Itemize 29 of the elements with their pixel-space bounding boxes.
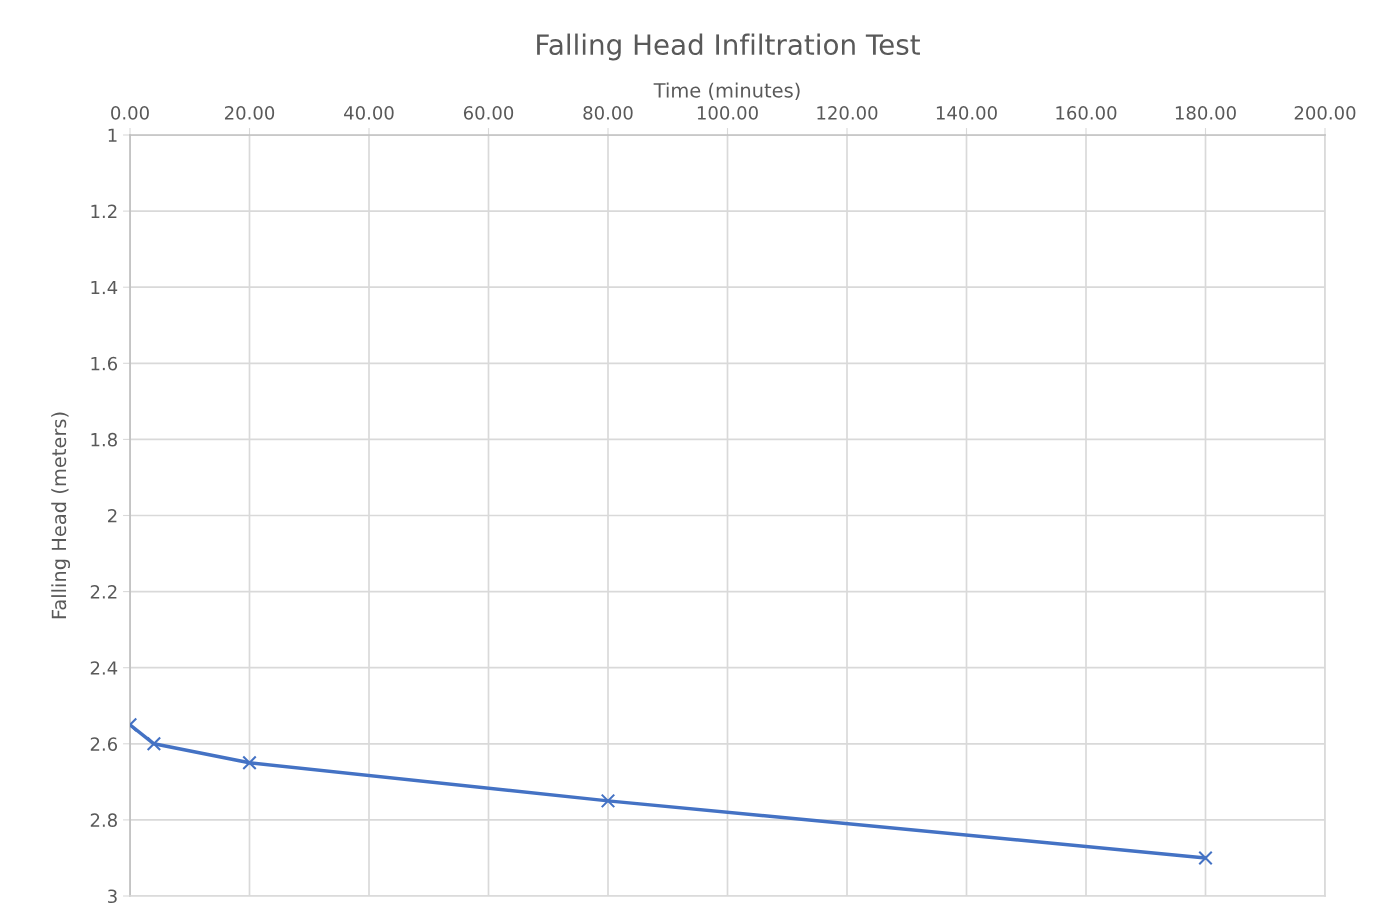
y-tick-label: 2 bbox=[108, 508, 117, 523]
y-tick-label: 3 bbox=[108, 889, 117, 904]
x-tick-label: 160.00 bbox=[1056, 106, 1117, 120]
x-tick-label: 100.00 bbox=[697, 106, 758, 120]
y-tick-label: 1.8 bbox=[91, 432, 117, 447]
y-tick-label: 1.6 bbox=[91, 356, 118, 371]
y-tick-label: 1 bbox=[108, 128, 117, 142]
y-tick-label: 2.8 bbox=[90, 813, 117, 828]
y-tick-label: 1.4 bbox=[91, 280, 118, 295]
y-axis-title: Falling Head (meters) bbox=[51, 412, 71, 619]
point bbox=[600, 793, 616, 809]
chart-title: Falling Head Infiltration Test bbox=[537, 33, 920, 61]
x-tick-label: 20.00 bbox=[224, 106, 275, 120]
point bbox=[242, 755, 257, 771]
x-tick-label: 40.00 bbox=[344, 106, 394, 120]
y-tick-label: 2.4 bbox=[90, 661, 118, 675]
x-tick-label: 180.00 bbox=[1175, 106, 1236, 120]
point bbox=[1198, 850, 1213, 866]
x-tick-label: 140.00 bbox=[936, 106, 997, 120]
x-tick-label: 0.00 bbox=[111, 106, 149, 120]
x-tick-label: 80.00 bbox=[583, 106, 633, 120]
y-tick-label: 1.2 bbox=[91, 204, 117, 218]
x-tick-label: 120.00 bbox=[817, 106, 878, 120]
x-tick-label: 60.00 bbox=[463, 106, 514, 120]
point bbox=[146, 736, 162, 752]
x-tick-label: 200.00 bbox=[1294, 106, 1356, 120]
x-axis-title: Time (minutes) bbox=[653, 82, 800, 100]
y-tick-label: 2.2 bbox=[90, 585, 117, 599]
y-tick-label: 2.6 bbox=[90, 737, 118, 751]
